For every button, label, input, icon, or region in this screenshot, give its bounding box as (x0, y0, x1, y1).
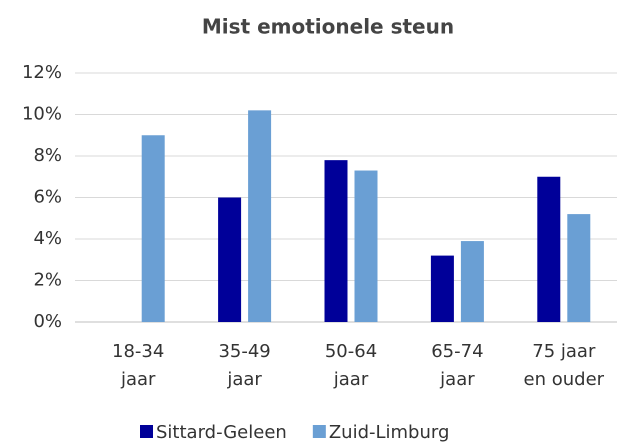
bar (430, 255, 454, 322)
legend-swatch (312, 425, 326, 438)
x-tick-label: 50-64 jaar (325, 341, 377, 390)
legend-label: Sittard-Geleen (156, 422, 287, 443)
y-tick-label: 0% (33, 311, 62, 332)
legend-swatch (140, 425, 153, 438)
bar (460, 241, 484, 322)
x-tick-label: 35-49 jaar (218, 341, 270, 390)
bar (537, 176, 561, 322)
x-tick-label: 75 jaar en ouder (524, 341, 605, 390)
y-tick-label: 10% (22, 104, 62, 125)
x-tick-label: 65-74 jaar (431, 341, 483, 390)
bar (248, 110, 272, 322)
bar (141, 135, 165, 322)
bar (567, 214, 591, 322)
chart-title: Mist emotionele steun (202, 15, 454, 39)
x-tick-label: 18-34 jaar (112, 341, 164, 390)
y-tick-label: 6% (33, 187, 62, 208)
y-tick-label: 4% (33, 228, 62, 249)
bar (218, 197, 242, 322)
legend-label: Zuid-Limburg (329, 422, 450, 443)
y-tick-label: 8% (33, 145, 62, 166)
y-tick-label: 2% (33, 270, 62, 291)
bar (324, 160, 348, 322)
bar (354, 170, 378, 322)
y-tick-label: 12% (22, 62, 62, 83)
